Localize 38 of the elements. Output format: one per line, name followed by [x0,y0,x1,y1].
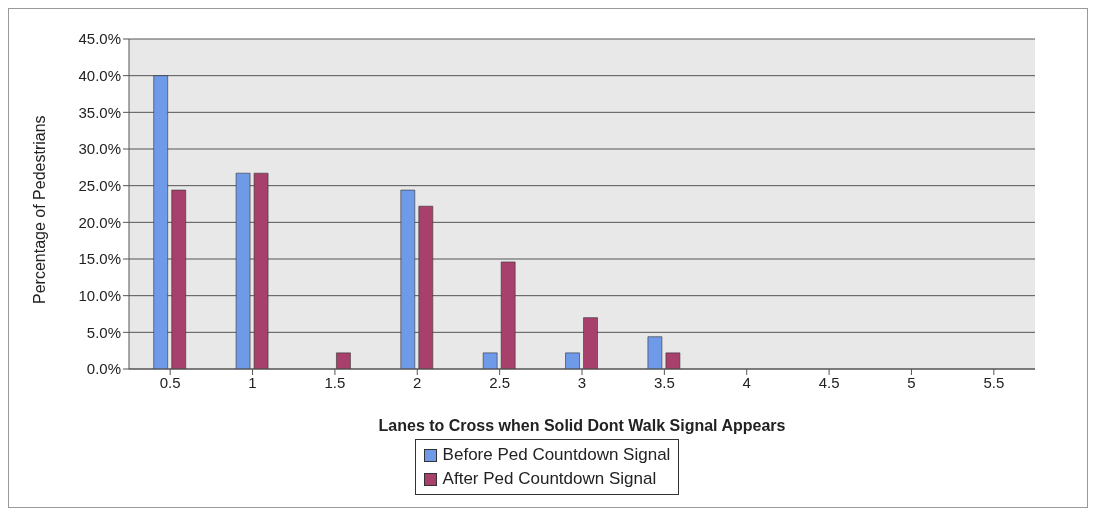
y-tick-label: 15.0% [78,250,121,268]
y-tick-label: 10.0% [78,286,121,304]
y-tick-label: 0.0% [86,360,121,378]
bar [336,352,351,369]
bar [153,75,169,369]
y-tick-label: 20.0% [78,213,121,231]
bar [171,189,187,369]
x-tick-label: 1.5 [324,373,346,391]
x-tick-label: 4.5 [818,373,840,391]
x-tick-label: 4 [742,373,751,391]
bar [665,352,681,369]
x-tick-label: 1 [248,373,257,391]
bar [235,172,251,369]
bar [482,352,498,369]
bar [583,317,598,369]
x-tick-label: 2.5 [489,373,511,391]
bar [418,205,434,369]
bar [647,336,663,369]
x-tick-label: 2 [413,373,422,391]
x-tick-label: 0.5 [159,373,181,391]
y-tick-label: 5.0% [86,323,121,341]
y-tick-label: 40.0% [78,66,121,84]
bar [565,352,580,369]
y-axis-title: Percentage of Pedestrians [30,115,48,304]
y-tick-label: 30.0% [78,140,121,158]
x-tick-label: 5.5 [983,373,1005,391]
bar [400,189,416,369]
x-tick-label: 3.5 [653,373,675,391]
y-tick-label: 45.0% [78,30,121,48]
x-tick-label: 3 [577,373,587,391]
legend-label: After Ped Countdown Signal [441,468,658,490]
y-tick-label: 35.0% [78,103,121,121]
bar [253,172,269,369]
bar [500,261,516,369]
x-tick-label: 5 [907,373,916,391]
y-tick-label: 25.0% [78,176,121,194]
legend-label: Before Ped Countdown Signal [441,444,671,466]
x-axis-title: Lanes to Cross when Solid Dont Walk Signal Appears [378,417,786,434]
